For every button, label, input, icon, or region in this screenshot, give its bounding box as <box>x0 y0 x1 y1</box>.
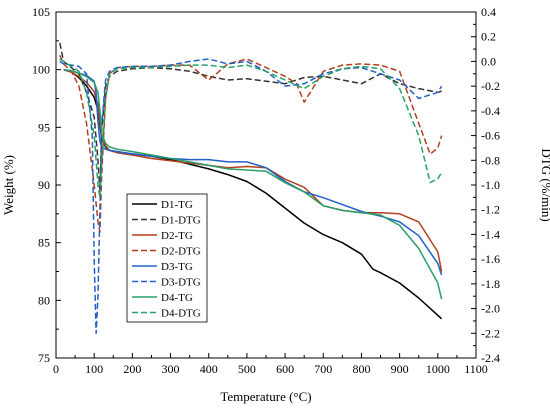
x-tick-label: 800 <box>352 362 370 376</box>
x-tick-label: 200 <box>123 362 141 376</box>
y-left-tick-label: 100 <box>32 63 50 77</box>
legend-label: D1-TG <box>161 199 193 211</box>
y-right-tick-label: -2.2 <box>481 326 500 340</box>
legend-label: D2-DTG <box>161 246 201 258</box>
x-axis-ticks: 0 100 200 300 400 500 600 700 800 900 1000 1100 <box>53 353 488 376</box>
legend-label: D1-DTG <box>161 215 201 227</box>
legend-box <box>126 193 208 323</box>
series-layer <box>59 42 443 335</box>
x-tick-label: 900 <box>391 362 409 376</box>
x-tick-label: 500 <box>238 362 256 376</box>
right-y-axis-ticks: -2.4 -2.2 -2.0 -1.8 -1.6 -1.4 -1.2 -1.0 -0.8 -0.6… <box>471 5 500 365</box>
x-tick-label: 1100 <box>464 362 488 376</box>
x-tick-label: 300 <box>162 362 180 376</box>
series-line-d3-tg <box>63 68 443 276</box>
y-right-tick-label: -0.2 <box>481 79 500 93</box>
y-left-tick-label: 75 <box>38 351 50 365</box>
series-line-d4-tg <box>63 68 443 300</box>
y-right-tick-label: 0.0 <box>481 54 496 68</box>
y-right-tick-label: -1.8 <box>481 277 500 291</box>
x-tick-label: 400 <box>200 362 218 376</box>
y-left-tick-label: 95 <box>38 120 50 134</box>
right-y-axis-label: DTG (%/min) <box>539 148 550 221</box>
legend-label: D3-DTG <box>161 277 201 289</box>
x-tick-label: 600 <box>276 362 294 376</box>
y-right-tick-label: -1.4 <box>481 227 500 241</box>
series-line-d1-tg <box>63 68 443 320</box>
y-right-tick-label: -0.4 <box>481 104 500 118</box>
x-tick-label: 700 <box>314 362 332 376</box>
x-axis-label: Temperature (°C) <box>220 389 311 404</box>
y-left-tick-label: 90 <box>38 178 50 192</box>
left-y-axis-ticks: 75 80 85 90 95 100 105 <box>32 5 61 365</box>
y-right-tick-label: -0.8 <box>481 153 500 167</box>
legend-label: D2-TG <box>161 230 193 242</box>
y-right-tick-label: 0.2 <box>481 30 496 44</box>
y-left-tick-label: 105 <box>32 5 50 19</box>
y-right-tick-label: -0.6 <box>481 129 500 143</box>
x-tick-label: 1000 <box>426 362 450 376</box>
y-right-tick-label: -1.2 <box>481 203 500 217</box>
series-line-d1-dtg <box>59 42 442 192</box>
legend-label: D3-TG <box>161 261 193 273</box>
y-right-tick-label: -1.0 <box>481 178 500 192</box>
y-right-tick-label: -1.6 <box>481 252 500 266</box>
legend-label: D4-TG <box>161 292 193 304</box>
y-right-tick-label: -2.0 <box>481 302 500 316</box>
plot-frame <box>55 11 477 359</box>
left-y-axis-label: Weight (%) <box>1 155 16 215</box>
y-right-tick-label: -2.4 <box>481 351 500 365</box>
series-line-d3-dtg <box>59 58 443 335</box>
x-tick-label: 100 <box>85 362 103 376</box>
y-left-tick-label: 80 <box>38 293 50 307</box>
legend: D1-TG D1-DTG D2-TG D2-DTG D3-TG D3-DTG D4-TG D4… <box>126 193 208 323</box>
y-right-tick-label: 0.4 <box>481 5 496 19</box>
series-line-d2-dtg <box>59 54 443 233</box>
y-left-tick-label: 85 <box>38 236 50 250</box>
x-tick-label: 0 <box>53 362 59 376</box>
legend-label: D4-DTG <box>161 308 201 320</box>
series-line-d4-dtg <box>59 58 443 199</box>
